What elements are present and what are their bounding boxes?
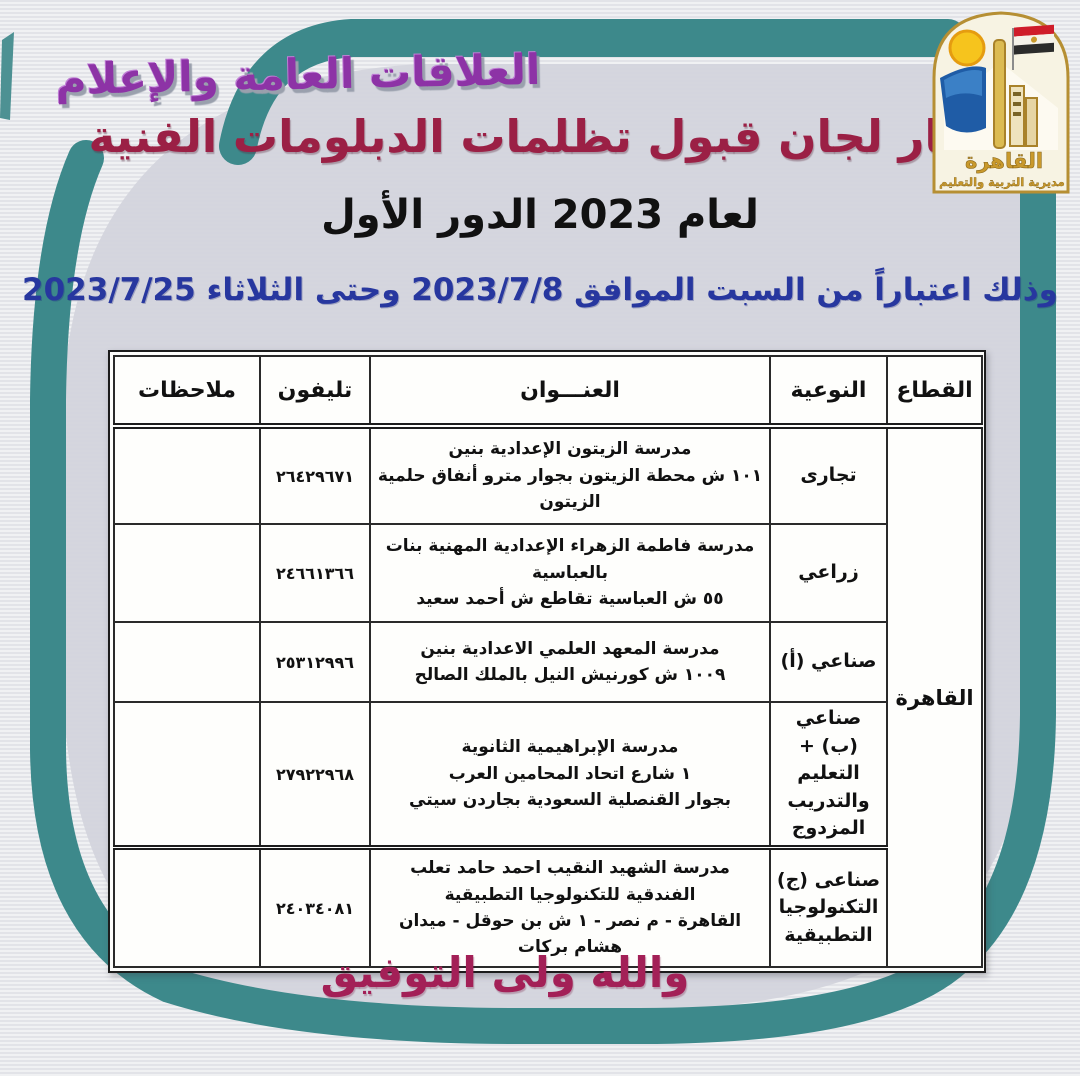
address-line: ١٠١ ش محطة الزيتون بجوار مترو أنفاق حلمي… [377, 465, 763, 513]
table-header-row: القطاع النوعية العنـــوان تليفون ملاحظات [113, 355, 983, 429]
col-header-phone: تليفون [259, 355, 371, 429]
address-cell: مدرسة فاطمة الزهراء الإعدادية المهنية بن… [369, 523, 771, 623]
table-row: صناعى (ج) التكنولوجيا التطبيقية مدرسة ال… [113, 845, 982, 968]
notes-cell [113, 701, 261, 849]
date-range-line: وذلك اعتباراً من السبت الموافق 2023/7/8 … [22, 272, 1058, 308]
notes-cell [113, 621, 261, 703]
address-cell: مدرسة الزيتون الإعدادية بنين ١٠١ ش محطة … [369, 425, 771, 525]
address-cell: مدرسة الإبراهيمية الثانوية ١ شارع اتحاد … [369, 701, 771, 849]
address-line: مدرسة فاطمة الزهراء الإعدادية المهنية بن… [385, 536, 755, 583]
col-header-notes: ملاحظات [113, 355, 261, 429]
logo-directorate-label: مديرية التربية والتعليم [939, 175, 1065, 190]
building-window [1013, 112, 1021, 116]
page-title: مقار لجان قبول تظلمات الدبلومات الفنية [88, 110, 1002, 163]
notes-cell [113, 845, 261, 968]
address-line: ١٠٠٩ ش كورنيش النيل بالملك الصالح [414, 665, 726, 685]
table-row: القاهرة تجارى مدرسة الزيتون الإعدادية بن… [113, 425, 983, 968]
sector-cell: القاهرة [886, 425, 983, 968]
notes-cell [113, 523, 261, 623]
address-line: القاهرة - م نصر - ١ ش بن حوقل - ميدان هش… [398, 911, 742, 958]
closing-phrase: والله ولى التوفيق [320, 948, 690, 997]
col-header-address: العنـــوان [369, 355, 771, 429]
type-cell: صناعي (أ) [769, 621, 888, 703]
frame-shadow-sliver [0, 32, 14, 120]
type-cell: صناعى (ج) التكنولوجيا التطبيقية [769, 845, 888, 968]
address-cell: مدرسة الشهيد النقيب احمد حامد تعلب الفند… [369, 845, 771, 968]
address-line: بجوار القنصلية السعودية بجاردن سيتي [409, 790, 731, 811]
logo-city-label: القاهرة [965, 149, 1043, 173]
phone-cell: ٢٤٦٦١٣٦٦ [259, 523, 371, 623]
committees-table-wrapper: القطاع النوعية العنـــوان تليفون ملاحظات… [108, 350, 986, 973]
building-window [1013, 102, 1021, 106]
address-line: مدرسة المعهد العلمي الاعدادية بنين [420, 638, 720, 659]
table-row: صناعي (ب) + التعليم والتدريب المزدوج مدر… [113, 701, 982, 849]
page-subtitle: لعام 2023 الدور الأول [321, 192, 759, 238]
cairo-education-directorate-logo: القاهرة مديرية التربية والتعليم [922, 0, 1080, 196]
frame-top-bar [219, 18, 967, 165]
building-window [1013, 92, 1021, 96]
table-row: زراعي مدرسة فاطمة الزهراء الإعدادية المه… [113, 523, 982, 623]
col-header-type: النوعية [769, 355, 888, 429]
notes-cell [113, 425, 261, 525]
address-line: مدرسة الإبراهيمية الثانوية [461, 737, 679, 758]
address-line: ٥٥ ش العباسية تقاطع ش أحمد سعيد [416, 589, 724, 610]
address-cell: مدرسة المعهد العلمي الاعدادية بنين ١٠٠٩ … [369, 621, 771, 703]
cairo-tower-icon [993, 39, 1006, 149]
phone-cell: ٢٧٩٢٢٩٦٨ [259, 701, 371, 849]
committees-table: القطاع النوعية العنـــوان تليفون ملاحظات… [113, 355, 983, 968]
type-cell: صناعي (ب) + التعليم والتدريب المزدوج [769, 701, 888, 849]
blue-sail-highlight [944, 70, 982, 98]
building-icon [1025, 97, 1038, 147]
type-cell: زراعي [769, 523, 888, 623]
type-cell: تجارى [769, 425, 888, 525]
phone-cell: ٢٤٠٣٤٠٨١ [259, 845, 371, 968]
logo-graphic: القاهرة مديرية التربية والتعليم [932, 11, 1070, 194]
department-title: العلاقات العامة والإعلام [55, 44, 541, 105]
col-header-sector: القطاع [886, 355, 983, 429]
phone-cell: ٢٦٤٢٩٦٧١ [259, 425, 371, 525]
address-line: مدرسة الزيتون الإعدادية بنين [448, 439, 692, 460]
address-line: ١ شارع اتحاد المحامين العرب [448, 763, 692, 784]
sun-icon [948, 29, 986, 67]
table-row: صناعي (أ) مدرسة المعهد العلمي الاعدادية … [113, 621, 982, 703]
egypt-flag-icon [1014, 24, 1054, 55]
phone-cell: ٢٥٣١٢٩٩٦ [259, 621, 371, 703]
address-line: مدرسة الشهيد النقيب احمد حامد تعلب الفند… [410, 858, 730, 905]
